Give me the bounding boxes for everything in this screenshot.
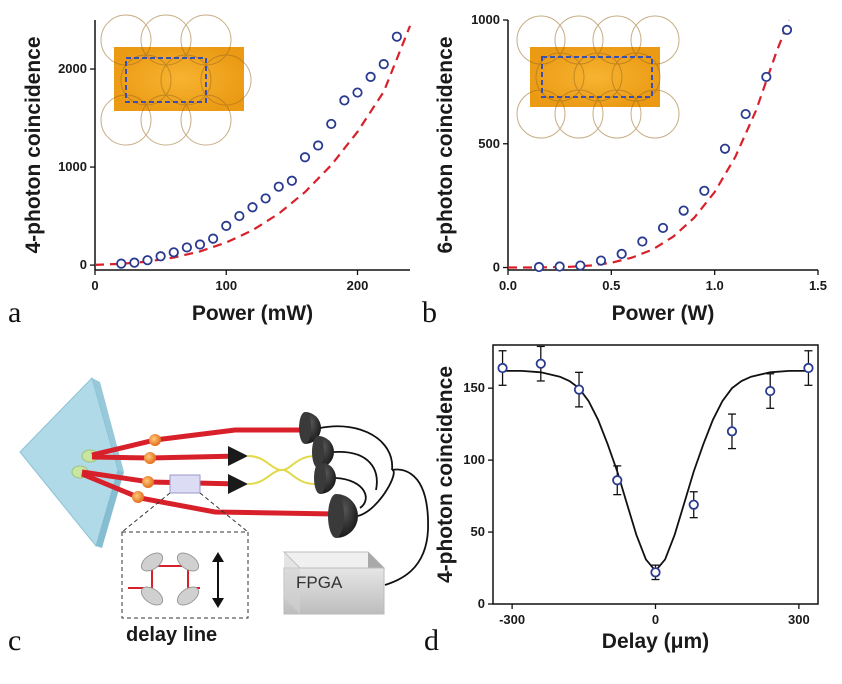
chart-b-data-point — [616, 248, 627, 260]
chart-d-data-point — [612, 475, 623, 486]
chart-a-data-point — [326, 118, 337, 130]
chart-d-ylabel: 4-photon coincidence — [434, 366, 457, 583]
coupler-in-lower — [228, 474, 248, 494]
chart-b-ylabel: 6-photon coincidence — [434, 36, 457, 253]
coupler-in-upper — [228, 446, 248, 466]
chart-b-data-point — [761, 71, 772, 83]
panel-b-chart: 0.0 0.5 1.0 1.5 0 500 1000 Power (W) 6-photon co… — [434, 12, 827, 325]
delay-line-label: delay line — [126, 624, 217, 646]
chart-a-ylabel: 4-photon coincidence — [22, 36, 45, 253]
chart-a-xtick-label: 200 — [347, 278, 369, 293]
chart-b-lattice-inset — [516, 15, 680, 139]
chart-b-data-point — [719, 143, 731, 154]
chart-b-data-point — [781, 24, 793, 36]
chart-b-data-point — [699, 185, 710, 196]
chart-b-xlabel: Power (W) — [612, 302, 715, 325]
chart-d-xtick-label: -300 — [499, 612, 525, 627]
chart-a-ytick-label: 1000 — [58, 159, 87, 174]
chart-a-ytick-label: 2000 — [58, 61, 87, 76]
chart-a-data-point — [286, 175, 297, 186]
lens-3 — [142, 476, 154, 488]
fiber-beam-splitter — [247, 455, 316, 485]
chart-b-data-point — [637, 236, 648, 247]
chart-b-data-point — [595, 255, 607, 266]
chart-a-data-point — [142, 255, 153, 266]
chart-d-ytick-label: 0 — [478, 596, 485, 611]
chart-d-data-point — [573, 384, 585, 395]
chart-a-data-point — [116, 258, 127, 269]
chart-d-xtick-label: 300 — [788, 612, 810, 627]
delay-line-inset — [121, 492, 249, 619]
chart-b-xtick-label: 1.5 — [809, 278, 827, 293]
chart-b-ytick-label: 500 — [478, 136, 500, 151]
chart-d-ytick-label: 100 — [463, 452, 485, 467]
chart-a-data-point — [299, 152, 311, 163]
chart-b-data-point — [554, 261, 565, 272]
chart-b-data-point — [740, 108, 751, 120]
panel-letter-d: d — [424, 624, 439, 657]
chart-d-data-point — [535, 358, 546, 369]
lens-2 — [144, 452, 156, 464]
chart-d-data-point — [688, 499, 699, 510]
panel-letter-a: a — [8, 296, 22, 329]
chart-b-ytick-label: 1000 — [471, 12, 500, 27]
chart-a-lattice-inset — [100, 14, 252, 146]
chart-b-xtick-label: 0.5 — [602, 278, 620, 293]
chart-a-data-point — [273, 181, 284, 192]
chart-d-xlabel: Delay (μm) — [602, 630, 709, 653]
chart-a-data-point — [378, 59, 389, 70]
fpga-box — [282, 551, 386, 615]
chart-d-data-point — [650, 567, 661, 578]
fpga-label: FPGA — [296, 573, 343, 592]
chart-a-data-point — [247, 202, 258, 213]
panel-letter-c: c — [8, 624, 22, 657]
chart-b-xtick-label: 0.0 — [499, 278, 517, 293]
chart-a-data-point — [391, 31, 402, 42]
chart-a-data-point — [194, 239, 206, 250]
chart-a-xtick-label: 100 — [215, 278, 237, 293]
chart-a-ytick-label: 0 — [80, 257, 87, 272]
lens-4 — [132, 491, 144, 503]
chart-b-ytick-label: 0 — [493, 260, 500, 275]
chart-a-data-point — [234, 210, 245, 222]
lens-1 — [149, 434, 161, 446]
chart-b-xtick-label: 1.0 — [706, 278, 724, 293]
chart-a-xtick-label: 0 — [91, 278, 98, 293]
chart-b-data-point — [657, 222, 669, 234]
chart-a-data-point — [208, 233, 219, 244]
chart-d-fit-line — [502, 369, 809, 573]
detectors — [299, 412, 358, 538]
chart-a-data-point — [352, 87, 363, 98]
chart-d-data-point — [803, 362, 814, 374]
chart-a-data-point — [365, 71, 376, 82]
chart-b-data-point — [575, 260, 586, 271]
chart-d-data-point — [726, 426, 738, 437]
chart-d-data-point — [497, 362, 508, 374]
chart-d-ytick-label: 150 — [463, 380, 485, 395]
detector-cables — [319, 425, 429, 586]
delay-element — [169, 474, 201, 494]
panel-d-chart: -300 0 300 0 50 100 150 Delay (μm) 4-photon coin… — [434, 344, 819, 653]
chart-d-data-point — [765, 385, 776, 397]
chart-a-data-point — [155, 251, 166, 262]
chart-d-xtick-label: 0 — [652, 612, 659, 627]
chart-a-data-point — [221, 220, 232, 231]
chart-a-xlabel: Power (mW) — [192, 302, 313, 325]
chart-a-data-point — [168, 247, 179, 258]
chart-a-data-point — [339, 95, 350, 106]
chart-a-data-point — [260, 193, 271, 204]
chart-b-data-point — [678, 205, 689, 216]
panel-letter-b: b — [422, 296, 437, 329]
chart-b-data-point — [533, 261, 545, 273]
chart-a-data-point — [313, 140, 324, 151]
panel-c-schematic: FPGA delay line — [19, 377, 429, 646]
chart-d-ytick-label: 50 — [471, 524, 485, 539]
chart-a-data-point — [129, 257, 140, 268]
chart-a-data-point — [181, 242, 192, 253]
